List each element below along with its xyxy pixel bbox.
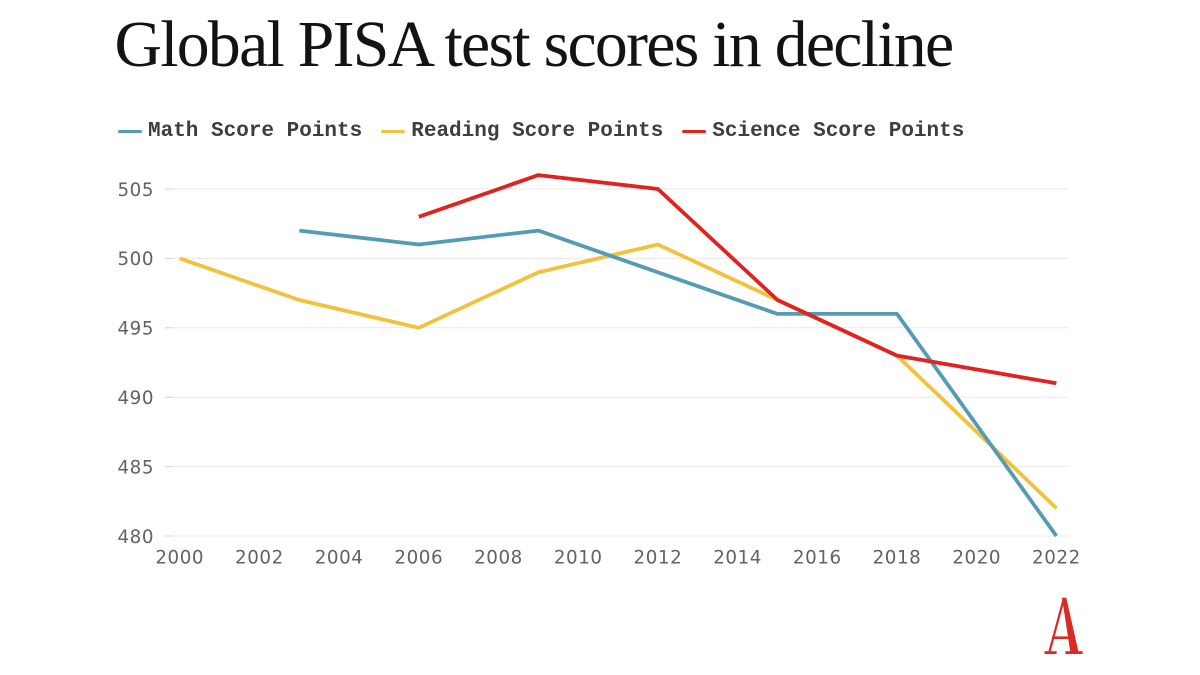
x-tick-label-2020: 2020 [952, 548, 1001, 569]
x-tick-label-2022: 2022 [1032, 548, 1081, 569]
series-line-science-score-points [418, 173, 1057, 386]
chart-title: Global PISA test scores in decline [114, 8, 955, 81]
series-line-reading-score-points [179, 242, 1058, 510]
axios-a-icon [1044, 597, 1083, 654]
x-tick-label-2000: 2000 [155, 548, 204, 569]
x-tick-label-2004: 2004 [315, 548, 364, 569]
y-tick-label-495: 495 [117, 319, 154, 340]
legend-item-math-score-points: Math Score Points [118, 119, 363, 143]
legend-dash-icon [682, 129, 707, 134]
x-tick-label-2008: 2008 [474, 548, 523, 569]
chart-legend: Math Score Points Reading Score Points Sci… [118, 119, 965, 143]
axios-a-logo [1044, 597, 1083, 655]
series-line-math-score-points [299, 228, 1058, 538]
y-tick-label-490: 490 [117, 388, 154, 409]
y-tick-label-500: 500 [117, 249, 154, 270]
x-tick-label-2014: 2014 [713, 548, 762, 569]
x-tick-label-2016: 2016 [793, 548, 842, 569]
legend-item-reading-score-points: Reading Score Points [381, 119, 664, 143]
y-tick-label-480: 480 [117, 527, 154, 548]
x-tick-label-2012: 2012 [634, 548, 683, 569]
x-tick-label-2006: 2006 [394, 548, 443, 569]
y-tick-label-485: 485 [117, 457, 154, 478]
x-tick-label-2002: 2002 [235, 548, 284, 569]
legend-label: Science Score Points [712, 119, 965, 143]
legend-dash-icon [118, 129, 142, 134]
y-tick-label-505: 505 [117, 180, 154, 201]
x-tick-label-2010: 2010 [554, 548, 603, 569]
x-tick-label-2018: 2018 [873, 548, 922, 569]
legend-label: Reading Score Points [411, 119, 664, 143]
legend-item-science-score-points: Science Score Points [682, 119, 965, 143]
legend-dash-icon [381, 129, 406, 134]
legend-label: Math Score Points [148, 119, 363, 143]
